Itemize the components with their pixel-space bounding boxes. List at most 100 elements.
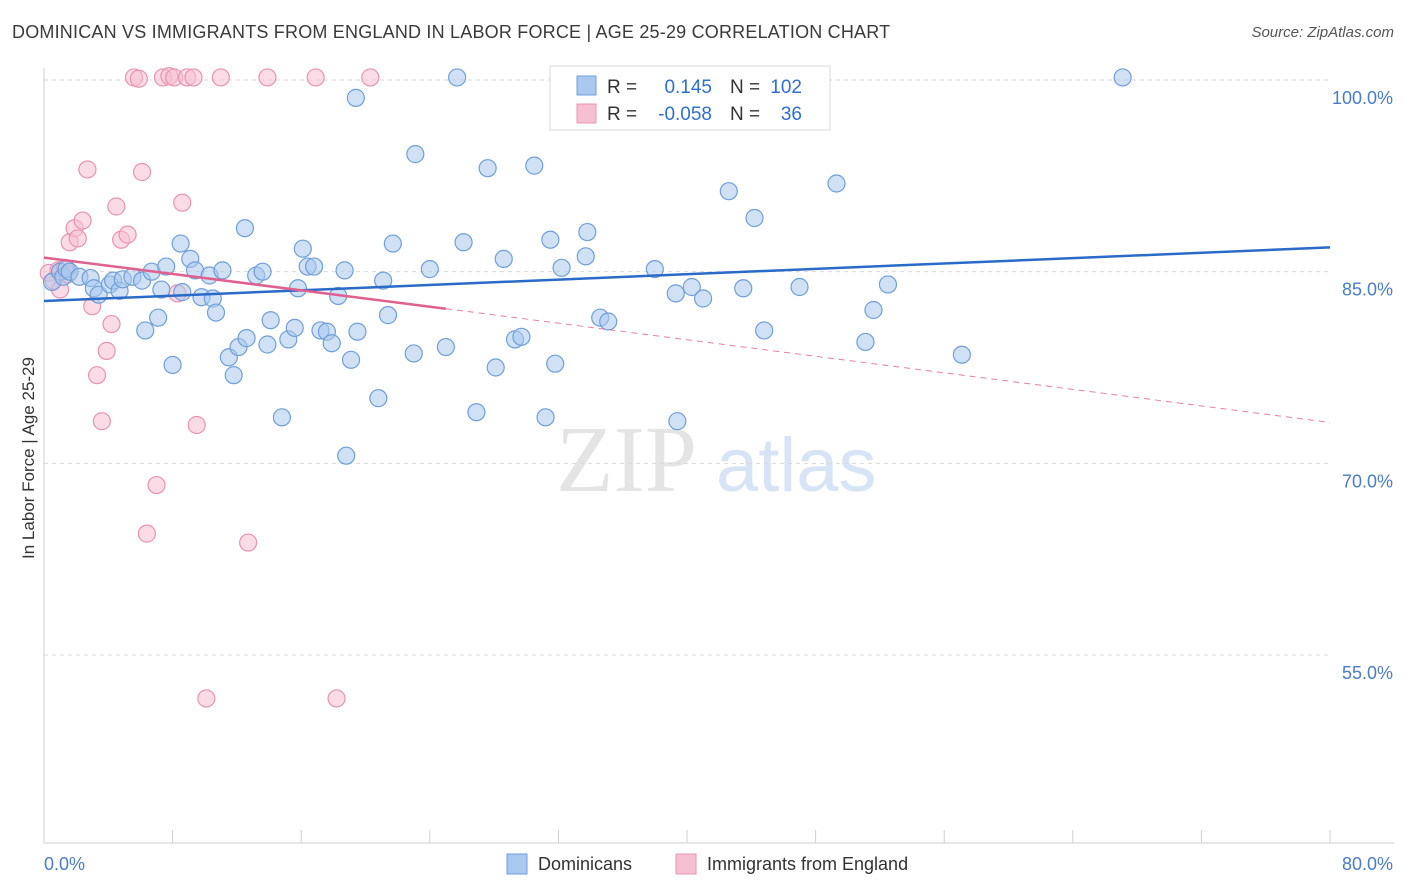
dominican-point <box>253 262 272 281</box>
dominican-point <box>206 303 226 322</box>
chart-title: DOMINICAN VS IMMIGRANTS FROM ENGLAND IN … <box>12 22 891 42</box>
dominican-point <box>666 284 685 303</box>
england-point <box>147 475 166 495</box>
dominican-point <box>369 389 388 408</box>
y-tick-labels: 55.0% 70.0% 85.0% 100.0% <box>1332 88 1393 683</box>
y-tick-label-55: 55.0% <box>1342 663 1393 683</box>
dominican-point <box>285 318 304 337</box>
watermark-atlas: atlas <box>716 423 877 508</box>
england-point <box>137 524 156 543</box>
dominican-point <box>878 275 898 294</box>
dominican-point <box>755 321 774 340</box>
x-tick-labels: 0.0% 80.0% <box>44 854 1393 874</box>
y-tick-label-100: 100.0% <box>1332 88 1393 108</box>
england-point <box>361 68 380 87</box>
england-point <box>87 366 107 385</box>
england-point <box>73 211 92 230</box>
dominican-point <box>335 261 354 280</box>
england-point <box>78 160 97 179</box>
england-point <box>68 229 87 248</box>
bottom-legend-swatch-dominicans <box>506 853 528 875</box>
england-point <box>327 689 346 708</box>
dominican-point <box>576 247 595 266</box>
dominican-point <box>1113 68 1132 87</box>
dominican-point <box>341 350 361 369</box>
dominican-point <box>293 239 312 258</box>
dominican-point <box>224 366 243 385</box>
dominican-point <box>719 182 738 201</box>
england-point <box>173 193 192 212</box>
england-point <box>97 341 116 360</box>
legend-n-value-dominicans: 102 <box>770 77 802 98</box>
england-point <box>118 225 137 244</box>
dominican-point <box>682 277 701 297</box>
dominican-point <box>136 321 155 340</box>
dominican-point <box>525 156 544 175</box>
dominican-point <box>237 329 256 348</box>
dominican-point <box>856 332 875 352</box>
dominican-point <box>304 257 324 276</box>
trend-lines <box>43 246 1331 423</box>
dominican-point <box>213 261 232 280</box>
y-tick-label-70: 70.0% <box>1342 471 1393 491</box>
dominican-point <box>258 335 277 354</box>
dominican-point <box>374 271 393 290</box>
bottom-legend-label-england: Immigrants from England <box>707 854 908 874</box>
dominican-point <box>478 159 497 178</box>
dominican-point <box>864 300 883 320</box>
dominican-point <box>827 174 846 193</box>
dominican-point <box>693 289 713 308</box>
england-point <box>184 68 203 87</box>
dominican-point <box>668 412 687 431</box>
dominican-point <box>790 277 809 297</box>
dominican-point <box>552 258 571 277</box>
dominican-point <box>420 260 439 279</box>
bottom-legend-label-dominicans: Dominicans <box>538 854 632 874</box>
england-trend-line <box>43 256 447 310</box>
y-axis-label: In Labor Force | Age 25-29 <box>19 357 38 559</box>
dominican-point <box>467 403 486 422</box>
dominican-point <box>152 280 171 299</box>
dominican-point <box>486 358 505 377</box>
legend-r-value-england: -0.058 <box>658 104 712 125</box>
dominican-point <box>541 230 560 249</box>
england-trend-extension <box>445 308 1331 423</box>
dominican-point <box>734 279 753 298</box>
dominican-point <box>448 68 467 87</box>
england-point <box>102 314 121 334</box>
legend-n-label-england: N = <box>730 104 760 125</box>
dominican-point <box>272 408 292 427</box>
legend-box <box>549 65 831 131</box>
england-point <box>187 415 206 435</box>
dominican-point <box>404 344 423 363</box>
y-tick-label-85: 85.0% <box>1342 280 1393 300</box>
dominican-point <box>173 283 192 302</box>
dominican-point <box>171 234 190 253</box>
dominican-point <box>599 312 618 331</box>
dominican-point <box>378 306 398 325</box>
england-point <box>306 68 325 87</box>
dominican-point <box>546 354 565 373</box>
dominicans-trend-line <box>43 246 1331 303</box>
dominican-point <box>149 308 168 327</box>
england-point <box>239 533 258 552</box>
dominican-point <box>157 257 176 276</box>
dominican-point <box>322 334 341 353</box>
dominican-point <box>436 337 455 357</box>
dominican-point <box>261 311 280 330</box>
legend-r-label-dominicans: R = <box>607 77 637 98</box>
dominican-point <box>645 260 664 279</box>
dominican-point <box>578 222 597 242</box>
legend-r-value-dominicans: 0.145 <box>664 77 712 98</box>
dominican-point <box>348 322 367 341</box>
dominican-point <box>952 345 971 364</box>
x-tick-label-max: 80.0% <box>1342 854 1393 874</box>
england-point <box>197 689 216 708</box>
england-point <box>258 68 277 87</box>
correlation-legend: R = 0.145 N = 102 R = -0.058 N = 36 <box>549 65 831 131</box>
dominican-point <box>745 208 764 228</box>
england-point <box>211 68 230 87</box>
watermark: ZIP atlas <box>556 408 877 512</box>
legend-n-label-dominicans: N = <box>730 77 760 98</box>
